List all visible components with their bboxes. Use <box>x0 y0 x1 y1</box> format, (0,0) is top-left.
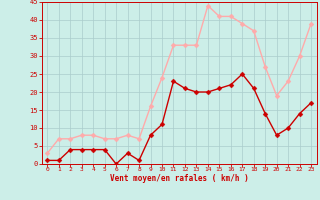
X-axis label: Vent moyen/en rafales ( km/h ): Vent moyen/en rafales ( km/h ) <box>110 174 249 183</box>
